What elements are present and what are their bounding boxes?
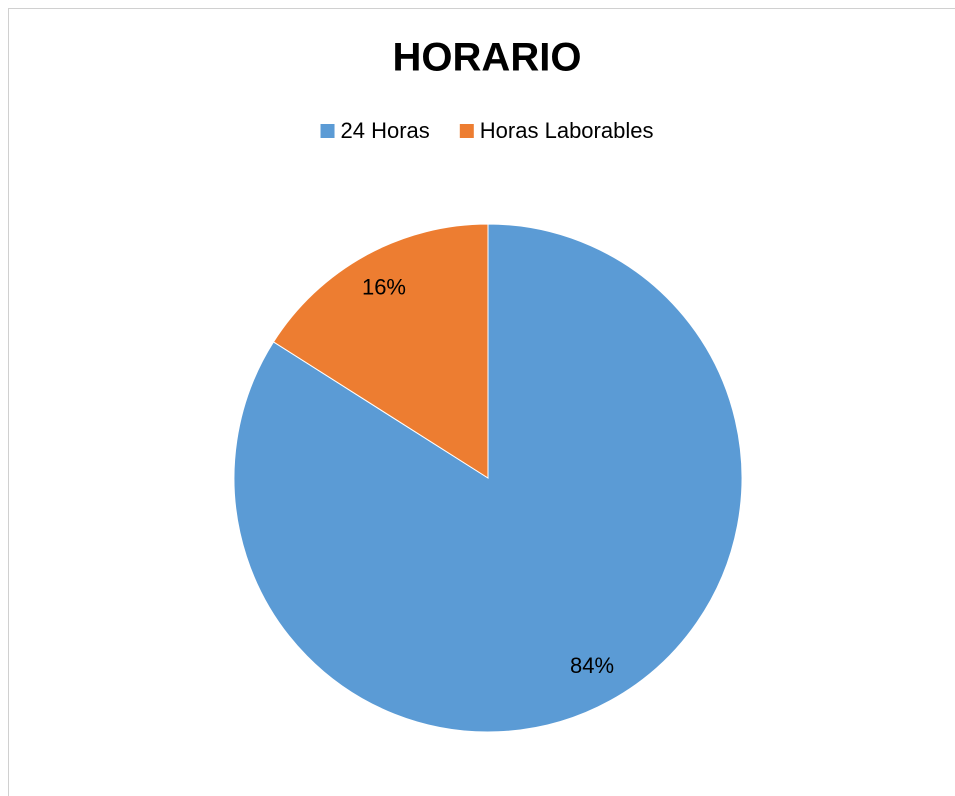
legend-label: 24 Horas [341,118,430,143]
pie-slice [272,223,489,479]
legend-swatch [459,124,474,138]
data-label: 16% [362,275,406,300]
legend-swatch [320,124,335,138]
chart-title: HORARIO [393,36,582,80]
legend-label: Horas Laborables [480,118,654,143]
data-label: 84% [570,653,614,678]
